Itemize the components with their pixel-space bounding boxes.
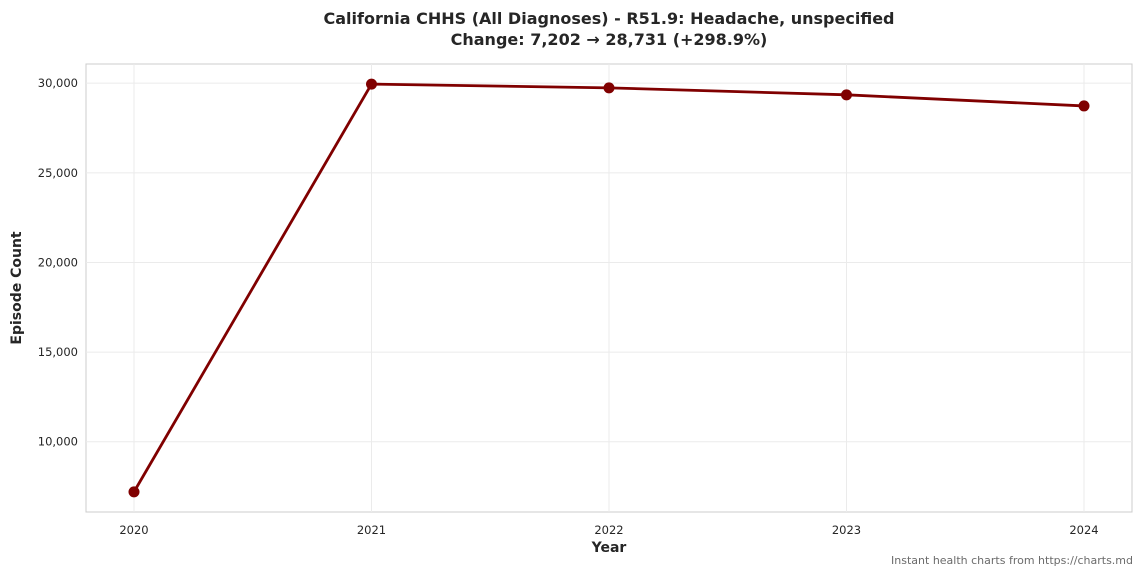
data-point [603, 82, 615, 94]
y-axis-label: Episode Count [9, 231, 25, 345]
data-point [1078, 100, 1090, 112]
x-tick-label: 2021 [357, 523, 386, 537]
data-point [366, 78, 377, 90]
y-tick-label: 30,000 [38, 76, 78, 90]
x-tick-label: 2023 [832, 523, 861, 537]
y-tick-label: 10,000 [38, 435, 78, 449]
x-tick-label: 2020 [119, 523, 148, 537]
series-layer [128, 78, 1090, 498]
footer-attribution: Instant health charts from https://chart… [891, 554, 1133, 567]
plot-area: 2020 2021 2022 2023 2024 10,000 15,000 20,000 2… [38, 63, 1133, 537]
y-tick-label: 15,000 [38, 345, 78, 359]
data-point [128, 486, 140, 498]
x-tick-label: 2024 [1069, 523, 1098, 537]
data-point [841, 89, 852, 101]
chart-subtitle: Change: 7,202 → 28,731 (+298.9%) [451, 30, 768, 49]
y-tick-label: 25,000 [38, 166, 78, 180]
x-tick-label: 2022 [594, 523, 623, 537]
x-axis-label: Year [591, 540, 627, 556]
y-axis-ticks: 10,000 15,000 20,000 25,000 30,000 [38, 76, 78, 449]
chart-title: California CHHS (All Diagnoses) - R51.9:… [323, 9, 894, 28]
x-axis-ticks: 2020 2021 2022 2023 2024 [119, 523, 1098, 537]
y-tick-label: 20,000 [38, 255, 78, 269]
